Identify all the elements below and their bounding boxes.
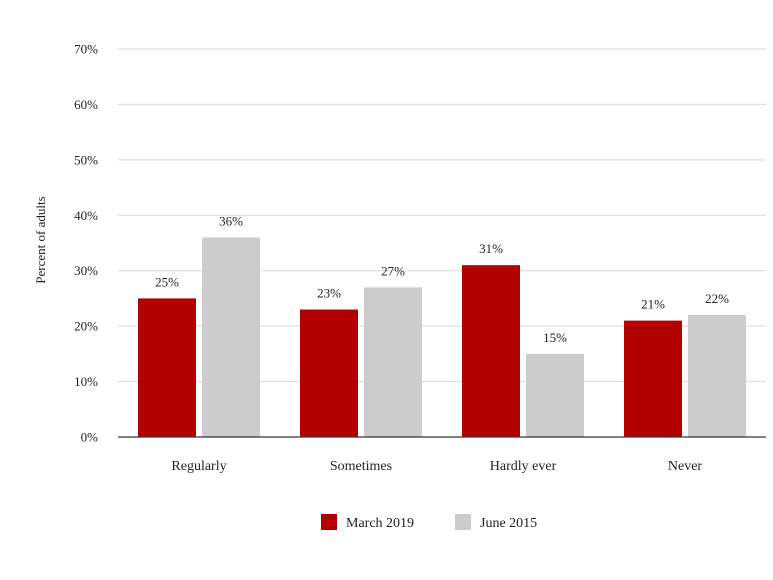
y-tick-label: 70% (74, 42, 98, 57)
x-category-label: Hardly ever (490, 459, 557, 474)
x-category-label: Sometimes (330, 459, 392, 474)
legend-swatch (455, 514, 471, 530)
legend-label: June 2015 (480, 516, 537, 531)
x-axis-categories: Regularly Sometimes Hardly ever Never (171, 459, 702, 474)
bar-march-2019-regularly (138, 298, 196, 437)
data-label: 15% (543, 330, 567, 345)
bar-march-2019-never (624, 320, 682, 437)
data-label: 31% (479, 241, 503, 256)
legend-swatch (321, 514, 337, 530)
data-label: 23% (317, 286, 341, 301)
bar-march-2019-sometimes (300, 309, 358, 437)
y-axis-title: Percent of adults (33, 196, 48, 283)
bar-june-2015-sometimes (364, 287, 422, 437)
data-label: 21% (641, 297, 665, 312)
data-labels: 25% 36% 23% 27% 31% 15% 21% 22% (155, 213, 729, 344)
bars (118, 237, 766, 438)
x-category-label: Never (668, 459, 703, 474)
legend: March 2019 June 2015 (321, 514, 537, 531)
y-tick-label: 0% (81, 430, 99, 445)
x-category-label: Regularly (171, 459, 226, 474)
legend-label: March 2019 (346, 516, 414, 531)
y-tick-label: 60% (74, 97, 98, 112)
bar-june-2015-regularly (202, 237, 260, 437)
y-axis-ticks: 0% 10% 20% 30% 40% 50% 60% 70% (74, 42, 98, 445)
bar-june-2015-hardly-ever (526, 353, 584, 437)
data-label: 36% (219, 213, 243, 228)
y-tick-label: 40% (74, 208, 98, 223)
y-tick-label: 10% (74, 374, 98, 389)
bar-march-2019-hardly-ever (462, 265, 520, 437)
data-label: 25% (155, 274, 179, 289)
y-tick-label: 30% (74, 263, 98, 278)
bar-june-2015-never (688, 315, 746, 437)
data-label: 27% (381, 263, 405, 278)
data-label: 22% (705, 291, 729, 306)
y-tick-label: 50% (74, 152, 98, 167)
y-tick-label: 20% (74, 319, 98, 334)
